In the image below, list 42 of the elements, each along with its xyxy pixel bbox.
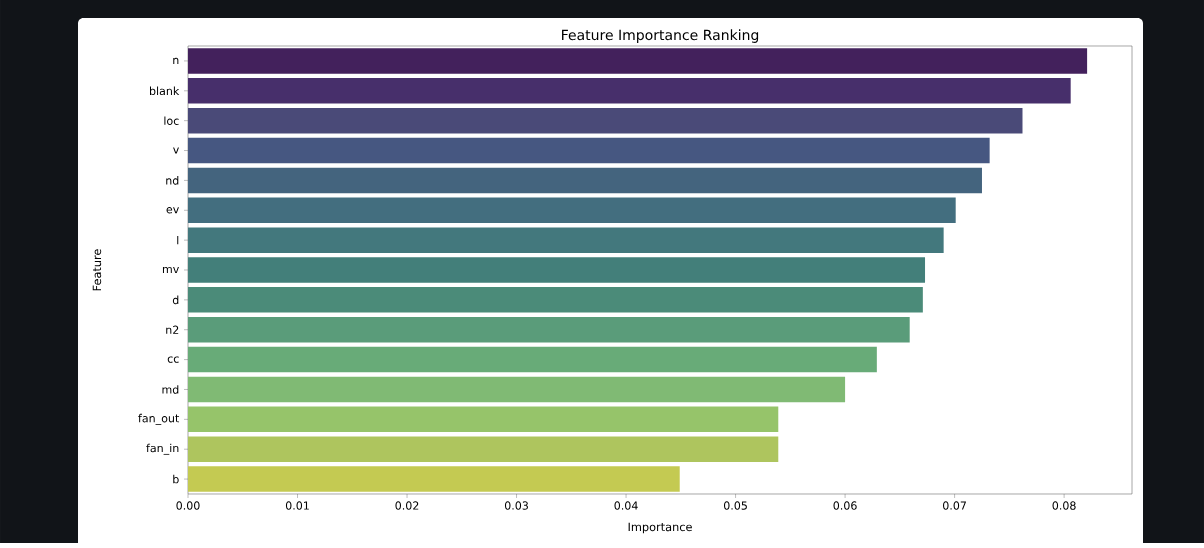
y-tick-label: md	[162, 385, 179, 394]
x-tick-label: 0.06	[833, 501, 857, 510]
bar	[188, 48, 1088, 74]
x-tick-label: 0.05	[723, 501, 747, 510]
y-tick-label: d	[172, 295, 179, 305]
x-tick-label: 0.04	[614, 501, 638, 510]
bar	[188, 376, 846, 403]
x-tick-label: 0.02	[395, 501, 419, 510]
bar	[188, 436, 779, 462]
y-axis-title: Feature	[92, 249, 102, 291]
bar	[188, 466, 680, 492]
bar	[188, 167, 982, 194]
y-tick-label: b	[173, 474, 179, 484]
y-tick-label: l	[177, 235, 179, 245]
y-tick-label: nd	[166, 176, 179, 185]
y-tick-label: loc	[164, 116, 179, 125]
y-tick-label: mv	[162, 266, 179, 274]
bar	[188, 257, 926, 283]
bar	[188, 227, 944, 253]
x-tick-label: 0.03	[504, 501, 528, 510]
x-axis-title: Importance	[628, 522, 692, 534]
bar	[188, 137, 990, 164]
x-tick-label: 0.08	[1052, 501, 1076, 510]
y-tick-label: v	[173, 147, 179, 154]
chart-title: Feature Importance Ranking	[562, 29, 759, 43]
x-tick-label: 0.01	[285, 501, 309, 510]
bar	[188, 406, 779, 433]
x-tick-label: 0.07	[943, 501, 966, 510]
bar	[188, 107, 1023, 134]
y-tick-label: n2	[166, 325, 179, 334]
bar	[188, 78, 1071, 104]
y-tick-label: n	[173, 57, 179, 65]
x-tick-label: 0.00	[176, 501, 200, 510]
bar	[188, 316, 910, 343]
y-tick-label: fan_out	[138, 413, 180, 425]
y-tick-label: ev	[166, 207, 179, 214]
bar	[188, 346, 877, 373]
y-tick-label: cc	[167, 356, 179, 363]
bar	[188, 287, 923, 313]
y-tick-label: fan_in	[146, 443, 179, 455]
bar	[188, 197, 956, 224]
y-tick-label: blank	[150, 86, 180, 96]
